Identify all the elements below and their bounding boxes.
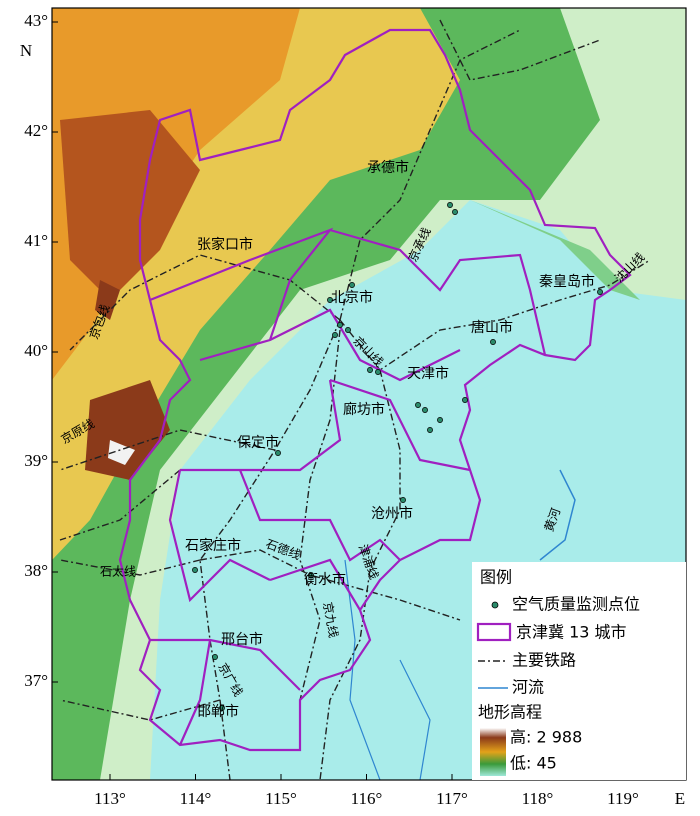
monitoring-site bbox=[192, 567, 198, 573]
monitoring-site bbox=[327, 297, 333, 303]
legend-label: 京津冀 13 城市 bbox=[516, 623, 627, 642]
city-label: 廊坊市 bbox=[343, 401, 385, 418]
city-label: 沧州市 bbox=[371, 505, 413, 522]
elevation-bar bbox=[480, 728, 506, 776]
monitoring-site bbox=[375, 369, 381, 375]
city-label: 承德市 bbox=[367, 159, 409, 176]
river bbox=[539, 469, 576, 561]
monitoring-site bbox=[308, 572, 314, 578]
monitoring-site bbox=[490, 339, 496, 345]
monitoring-site bbox=[462, 397, 468, 403]
monitoring-site bbox=[597, 289, 603, 295]
legend-label: 地形高程 bbox=[478, 703, 542, 722]
lon-label: 114° bbox=[180, 789, 212, 808]
legend-box bbox=[472, 562, 686, 780]
monitoring-site bbox=[452, 209, 458, 215]
city-label: 邯郸市 bbox=[197, 703, 239, 720]
railway-label: 石太线 bbox=[100, 564, 136, 579]
lat-label: 43° bbox=[24, 11, 48, 30]
city-label: 北京市 bbox=[331, 289, 373, 306]
city-boundary bbox=[118, 28, 632, 752]
monitoring-site bbox=[415, 402, 421, 408]
railway-label: 京九线 bbox=[320, 601, 340, 639]
lon-label: 119° bbox=[607, 789, 639, 808]
monitoring-site bbox=[367, 367, 373, 373]
monitoring-site bbox=[275, 450, 281, 456]
monitoring-site bbox=[400, 497, 406, 503]
monitoring-site bbox=[212, 654, 218, 660]
city-label: 石家庄市 bbox=[185, 537, 241, 554]
monitoring-site bbox=[427, 427, 433, 433]
monitoring-site bbox=[337, 322, 343, 328]
city-label: 保定市 bbox=[237, 434, 279, 451]
monitoring-site bbox=[447, 202, 453, 208]
terrain bbox=[52, 8, 686, 780]
lon-label: 113° bbox=[94, 789, 126, 808]
lat-label: 37° bbox=[24, 671, 48, 690]
legend-label: 河流 bbox=[512, 678, 544, 697]
legend: 图例 空气质量监测点位 京津冀 13 城市 主要铁路 河流 地形高程 高: 2 … bbox=[472, 562, 686, 780]
legend-label: 高: 2 988 bbox=[510, 728, 582, 747]
legend-symbol bbox=[476, 622, 512, 642]
legend-label: 主要铁路 bbox=[512, 651, 576, 670]
lat-label: 39° bbox=[24, 451, 48, 470]
monitoring-site bbox=[332, 332, 338, 338]
lat-unit: N bbox=[20, 41, 32, 60]
monitoring-site bbox=[437, 417, 443, 423]
map-frame bbox=[51, 7, 687, 781]
city-label: 张家口市 bbox=[197, 236, 253, 253]
lat-label: 42° bbox=[24, 121, 48, 140]
city-label: 唐山市 bbox=[471, 319, 513, 336]
lat-label: 40° bbox=[24, 341, 48, 360]
city-label: 邢台市 bbox=[221, 631, 263, 648]
monitoring-site bbox=[422, 407, 428, 413]
lon-label: 118° bbox=[522, 789, 554, 808]
monitoring-site bbox=[349, 282, 355, 288]
legend-label: 空气质量监测点位 bbox=[512, 595, 640, 614]
river bbox=[399, 659, 431, 780]
city-label: 衡水市 bbox=[304, 571, 346, 588]
city-label: 秦皇岛市 bbox=[539, 273, 595, 290]
lon-label: 116° bbox=[351, 789, 383, 808]
lon-label: 115° bbox=[265, 789, 297, 808]
lat-label: 41° bbox=[24, 231, 48, 250]
lat-label: 38° bbox=[24, 561, 48, 580]
legend-symbol bbox=[491, 601, 499, 609]
monitoring-site bbox=[345, 327, 351, 333]
lon-label: 117° bbox=[436, 789, 468, 808]
lon-unit: E bbox=[675, 789, 685, 808]
river bbox=[344, 559, 381, 780]
city-label: 天津市 bbox=[407, 365, 449, 382]
monitoring-site bbox=[219, 705, 225, 711]
legend-title: 图例 bbox=[480, 568, 512, 587]
legend-label: 低: 45 bbox=[510, 754, 557, 773]
